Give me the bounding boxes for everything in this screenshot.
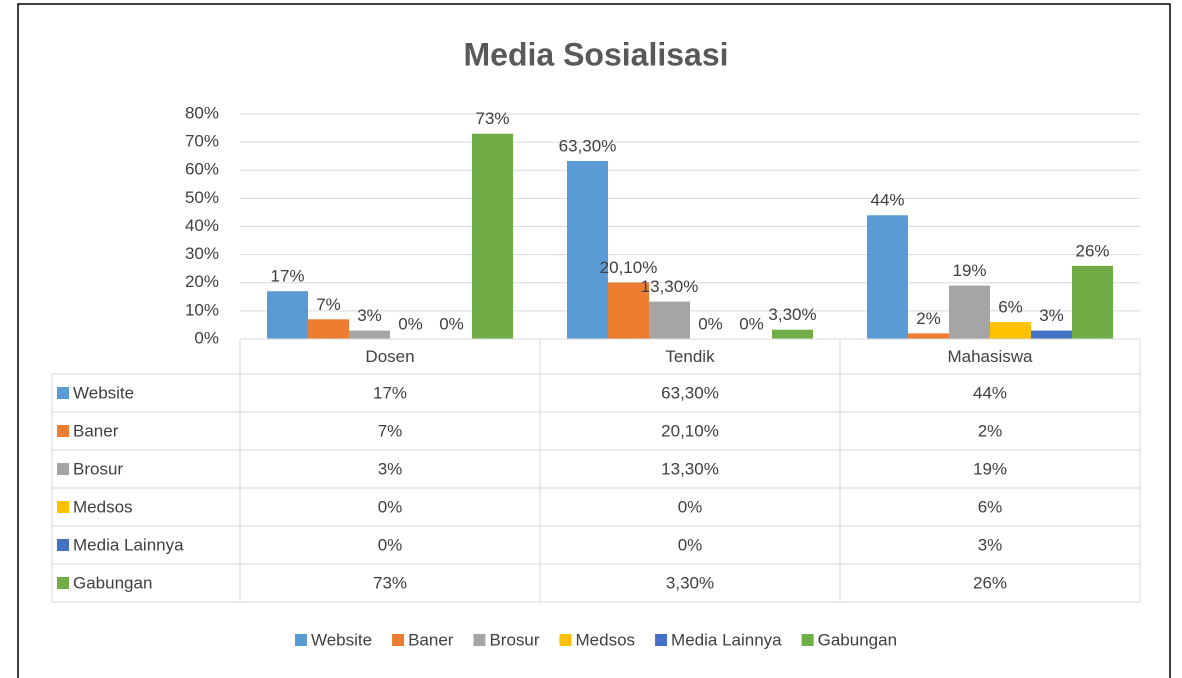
bar [608, 282, 649, 339]
table-legend-key [57, 463, 69, 475]
bar [308, 319, 349, 339]
bar [472, 133, 513, 339]
x-tick-label: Tendik [665, 347, 715, 366]
bar [349, 330, 390, 339]
y-tick-label: 80% [185, 103, 219, 122]
bar [908, 333, 949, 339]
data-label: 7% [316, 295, 341, 314]
table-legend-key [57, 539, 69, 551]
table-cell: 3,30% [666, 573, 714, 592]
y-tick-label: 40% [185, 216, 219, 235]
bar [990, 322, 1031, 339]
chart-frame [17, 3, 1171, 678]
y-tick-label: 30% [185, 244, 219, 263]
data-label: 73% [475, 109, 509, 128]
data-label: 6% [998, 298, 1023, 317]
data-label: 26% [1075, 241, 1109, 260]
table-cell: 63,30% [661, 383, 719, 402]
bar [867, 215, 908, 339]
legend-label: Baner [408, 630, 454, 649]
table-row-label: Baner [73, 421, 119, 440]
table-row-label: Media Lainnya [73, 535, 184, 554]
bar [649, 301, 690, 339]
bar [267, 291, 308, 339]
x-tick-label: Dosen [365, 347, 414, 366]
legend-key [655, 634, 668, 646]
data-label: 3% [1039, 306, 1064, 325]
y-tick-label: 10% [185, 300, 219, 319]
legend-key [473, 634, 486, 646]
table-legend-key [57, 501, 69, 513]
legend-label: Media Lainnya [671, 630, 782, 649]
table-cell: 73% [373, 573, 407, 592]
legend: Website Baner Brosur Medsos Media Lainnya Gab… [294, 630, 897, 649]
legend-key [392, 634, 405, 646]
data-label: 19% [952, 261, 986, 280]
legend-label: Medsos [576, 630, 636, 649]
table-legend-key [57, 425, 69, 437]
table-cell: 44% [973, 383, 1007, 402]
bar [772, 329, 813, 339]
legend-label: Brosur [489, 630, 539, 649]
data-label: 17% [270, 267, 304, 286]
legend-key [294, 634, 307, 646]
table-cell: 0% [678, 497, 703, 516]
table-cell: 3% [978, 535, 1003, 554]
y-tick-label: 70% [185, 132, 219, 151]
data-label: 2% [916, 309, 941, 328]
data-label: 20,10% [600, 258, 658, 277]
data-label: 44% [870, 191, 904, 210]
table-legend-key [57, 577, 69, 589]
table-cell: 19% [973, 459, 1007, 478]
data-label: 3,30% [768, 305, 816, 324]
bar [1072, 265, 1113, 339]
data-label: 0% [398, 314, 423, 333]
table-cell: 20,10% [661, 421, 719, 440]
y-tick-label: 20% [185, 272, 219, 291]
y-tick-label: 50% [185, 188, 219, 207]
table-cell: 26% [973, 573, 1007, 592]
table-cell: 2% [978, 421, 1003, 440]
x-tick-label: Mahasiswa [947, 347, 1033, 366]
table-row-label: Website [73, 383, 134, 402]
legend-label: Website [311, 630, 372, 649]
table-cell: 13,30% [661, 459, 719, 478]
table-cell: 7% [378, 421, 403, 440]
table-row-label: Brosur [73, 459, 123, 478]
bar [1031, 330, 1072, 339]
table-cell: 0% [678, 535, 703, 554]
data-label: 63,30% [559, 136, 617, 155]
table-row-label: Gabungan [73, 573, 152, 592]
y-tick-label: 60% [185, 160, 219, 179]
data-label: 0% [739, 314, 764, 333]
data-label: 0% [698, 314, 723, 333]
table-row-label: Medsos [73, 497, 133, 516]
data-label: 3% [357, 306, 382, 325]
bar [949, 285, 990, 339]
chart-title: Media Sosialisasi [463, 36, 728, 72]
table-legend-key [57, 387, 69, 399]
bar [567, 160, 608, 339]
legend-label: Gabungan [818, 630, 897, 649]
y-tick-label: 0% [194, 328, 219, 347]
table-cell: 3% [378, 459, 403, 478]
data-label: 0% [439, 314, 464, 333]
table-cell: 6% [978, 497, 1003, 516]
legend-key [559, 634, 572, 646]
legend-key [801, 634, 814, 646]
table-cell: 17% [373, 383, 407, 402]
table-cell: 0% [378, 497, 403, 516]
table-cell: 0% [378, 535, 403, 554]
data-label: 13,30% [641, 277, 699, 296]
